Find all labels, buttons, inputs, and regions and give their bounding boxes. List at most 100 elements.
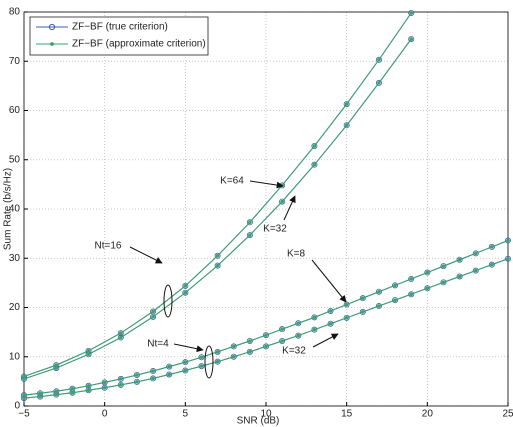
data-point: [183, 360, 188, 364]
data-point: [359, 308, 366, 315]
data-point: [54, 389, 59, 394]
data-point: [359, 295, 366, 302]
data-point: [490, 245, 494, 249]
annotation: K=8: [287, 249, 306, 260]
data-point: [311, 161, 318, 168]
data-point: [377, 81, 381, 85]
data-point: [295, 320, 302, 327]
data-point: [311, 326, 318, 333]
annotation-arrow: [311, 259, 347, 303]
data-point: [264, 333, 268, 337]
data-point: [248, 220, 252, 225]
data-point: [343, 301, 350, 308]
data-point: [150, 375, 157, 382]
data-point: [490, 262, 494, 267]
data-point: [119, 377, 123, 381]
data-point: [360, 296, 365, 300]
data-point: [343, 314, 350, 321]
data-point: [311, 142, 318, 149]
y-tick-label: 50: [9, 154, 21, 165]
data-point: [312, 144, 317, 148]
x-axis-label: SNR (dB): [237, 416, 280, 427]
data-point: [167, 372, 172, 377]
data-point: [312, 162, 317, 167]
data-point: [248, 233, 252, 237]
data-point: [198, 363, 205, 370]
data-point: [279, 198, 286, 205]
annotation: Nt=4: [147, 339, 169, 350]
data-point: [375, 288, 382, 295]
data-point: [279, 337, 286, 344]
data-point: [215, 253, 220, 258]
data-point: [280, 327, 284, 331]
data-point: [328, 309, 333, 313]
data-point: [86, 349, 91, 353]
data-point: [441, 264, 446, 268]
data-point: [506, 256, 510, 261]
data-point: [328, 321, 333, 326]
data-point: [135, 380, 139, 384]
data-point: [296, 321, 301, 326]
data-point: [327, 320, 334, 327]
data-point: [199, 355, 204, 360]
y-tick-label: 20: [9, 302, 21, 313]
y-tick-label: 10: [9, 351, 21, 362]
data-point: [377, 304, 381, 308]
data-point: [377, 57, 381, 62]
x-tick-label: 20: [422, 409, 434, 420]
data-point: [117, 334, 124, 341]
data-point: [343, 101, 350, 108]
legend: ZF−BF (true criterion) ZF−BF (approximate…: [29, 16, 209, 56]
data-point: [425, 286, 430, 291]
data-point: [151, 309, 155, 314]
data-point: [472, 250, 479, 257]
data-point: [344, 102, 349, 106]
annotation: K=64: [220, 176, 244, 187]
data-point: [117, 330, 124, 337]
data-point: [488, 243, 495, 250]
data-point: [409, 292, 414, 297]
data-point: [230, 343, 237, 350]
data-point: [344, 316, 349, 320]
data-point: [279, 326, 286, 333]
data-point: [280, 339, 284, 343]
data-point: [440, 263, 447, 270]
data-point: [182, 367, 189, 374]
data-point: [183, 368, 188, 373]
data-point: [344, 123, 349, 128]
data-point: [262, 343, 269, 350]
annotation: K=32: [282, 346, 306, 357]
data-point: [102, 380, 107, 385]
group-ellipse: [204, 345, 214, 379]
data-point: [425, 270, 430, 275]
data-point: [230, 353, 237, 360]
data-point: [166, 371, 173, 378]
data-point: [70, 390, 75, 395]
data-point: [246, 232, 253, 239]
data-point: [214, 348, 221, 355]
data-point: [506, 238, 510, 243]
data-point: [311, 314, 318, 321]
y-tick-label: 40: [9, 204, 21, 215]
data-point: [408, 9, 415, 16]
legend-marker: [48, 23, 56, 31]
x-tick-label: 15: [341, 409, 353, 420]
data-point: [199, 364, 204, 368]
data-point: [151, 376, 155, 381]
data-point: [456, 256, 463, 263]
data-point: [424, 285, 431, 292]
data-point: [246, 337, 253, 344]
data-point: [183, 290, 188, 295]
data-point: [22, 377, 26, 381]
y-tick-label: 30: [9, 253, 21, 264]
data-point: [409, 11, 414, 15]
data-point: [295, 332, 302, 339]
data-point: [54, 392, 59, 397]
y-tick-label: 60: [9, 105, 21, 116]
data-point: [215, 350, 220, 354]
legend-label: ZF−BF (true criterion): [72, 22, 168, 33]
data-point: [280, 199, 284, 204]
data-point: [392, 282, 399, 289]
data-point: [214, 252, 221, 259]
